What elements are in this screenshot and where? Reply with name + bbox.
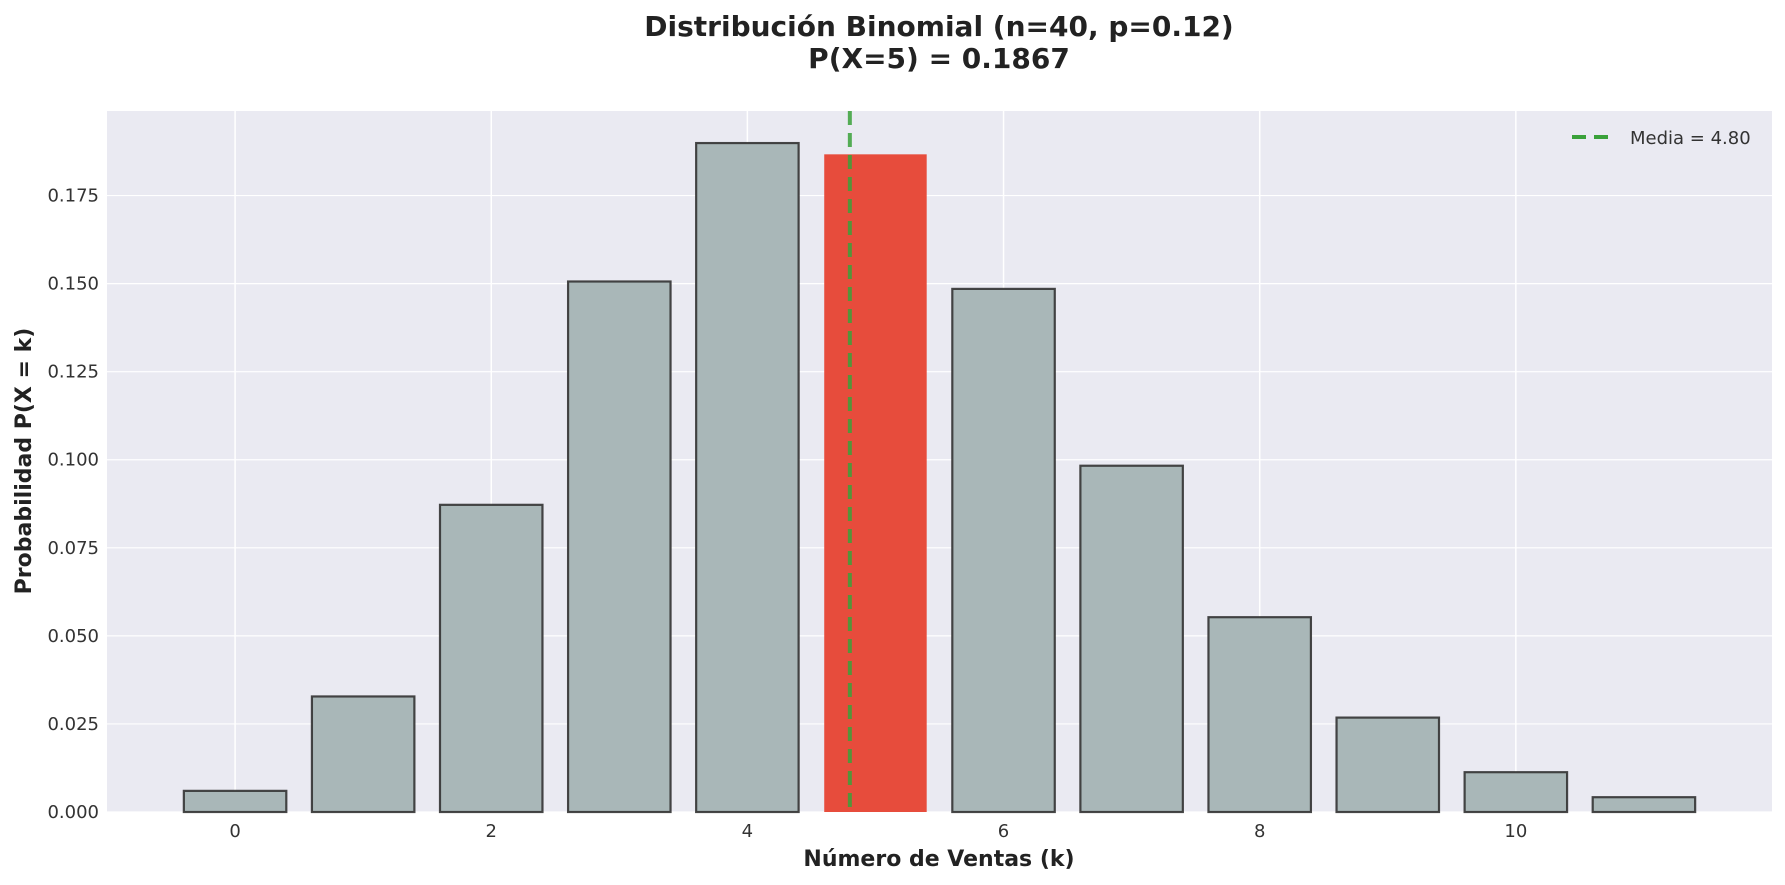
bar: [1463, 771, 1569, 814]
x-tick-label: 6: [998, 821, 1009, 842]
bar: [1207, 616, 1313, 814]
y-tick-label: 0.025: [47, 714, 99, 735]
legend: Media = 4.80: [1572, 128, 1751, 149]
y-tick-label: 0.150: [47, 274, 99, 295]
y-tick-label: 0.175: [47, 186, 99, 207]
legend-mean-label: Media = 4.80: [1630, 128, 1751, 149]
x-tick-label: 0: [229, 821, 240, 842]
y-axis-label: Probabilidad P(X = k): [12, 328, 37, 595]
bar: [182, 789, 288, 814]
y-tick-label: 0.100: [47, 450, 99, 471]
y-tick-labels: 0.000 0.025 0.050 0.075 0.100 0.125 0.150 0.175: [47, 186, 99, 823]
x-tick-label: 10: [1504, 821, 1527, 842]
bar: [438, 503, 544, 814]
bar: [1591, 796, 1697, 814]
y-tick-label: 0.000: [47, 802, 99, 823]
chart-title: Distribución Binomial (n=40, p=0.12): [644, 10, 1233, 43]
plot-area: [107, 111, 1772, 812]
x-tick-labels: 0 2 4 6 8 10: [229, 821, 1527, 842]
y-tick-label: 0.050: [47, 626, 99, 647]
chart-subtitle: P(X=5) = 0.1867: [808, 42, 1070, 75]
bar: [951, 287, 1056, 814]
bar: [1335, 716, 1441, 814]
bar-highlight: [824, 154, 927, 813]
x-tick-label: 2: [486, 821, 497, 842]
y-tick-label: 0.075: [47, 538, 99, 559]
bar: [566, 280, 672, 814]
bar: [310, 695, 416, 814]
x-tick-label: 4: [742, 821, 753, 842]
bars: [182, 141, 1697, 814]
bar: [1079, 464, 1184, 814]
x-axis-label: Número de Ventas (k): [803, 847, 1074, 872]
bar: [695, 141, 800, 814]
y-tick-label: 0.125: [47, 362, 99, 383]
x-tick-label: 8: [1254, 821, 1265, 842]
